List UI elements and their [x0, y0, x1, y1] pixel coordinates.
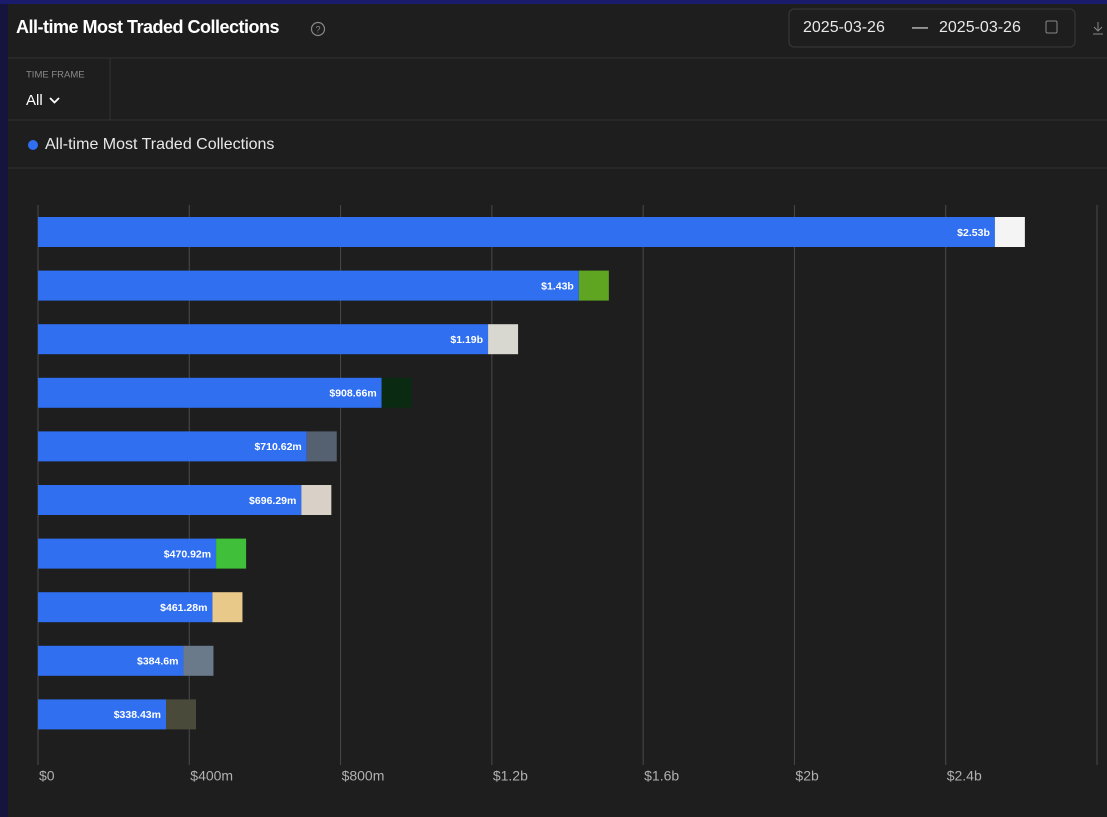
page-title: All-time Most Traded Collections: [16, 17, 280, 37]
x-tick-label: $1.6b: [644, 768, 679, 784]
panel: [8, 4, 1107, 817]
value-label: $696.29m: [249, 495, 296, 507]
x-tick-label: $2b: [795, 768, 819, 784]
bar: [38, 485, 302, 515]
chart: $0 $400m $800m $1.2b $1.6b $2b $2.4b All-time M…: [28, 136, 1098, 784]
time-frame-label: TIME FRAME: [26, 70, 85, 81]
bar: [38, 217, 995, 247]
collection-icon: [183, 645, 214, 676]
date-start: 2025-03-26: [803, 19, 885, 36]
bar: [38, 538, 217, 569]
help-icon-mark: ?: [315, 24, 320, 34]
collection-icon: [165, 699, 196, 730]
date-range-box[interactable]: [788, 8, 1076, 48]
collection-icon: [212, 592, 243, 623]
chevron-icon: [49, 97, 60, 104]
x-tick-label: $1.2b: [493, 768, 528, 784]
collection-icon: [994, 217, 1025, 247]
legend-label: All-time Most Traded Collections: [45, 136, 274, 153]
value-label: $384.6m: [137, 656, 178, 668]
calendar-icon: [1045, 20, 1058, 34]
collection-icon: [578, 270, 609, 301]
top-strip: [0, 0, 1107, 4]
date-separator: —: [912, 19, 928, 36]
value-label: $338.43m: [114, 709, 161, 721]
collection-icon: [301, 485, 332, 515]
value-label: $461.28m: [160, 602, 207, 614]
date-end: 2025-03-26: [939, 19, 1021, 36]
bar: [38, 645, 184, 676]
help-icon[interactable]: [310, 21, 326, 37]
bar: [38, 431, 307, 462]
x-tick-label: $2.4b: [947, 768, 982, 784]
collection-icon: [306, 431, 337, 462]
x-tick-label: $800m: [342, 768, 385, 784]
legend-swatch: [28, 140, 38, 150]
value-label: $2.53b: [957, 227, 990, 239]
download-icon[interactable]: [1093, 22, 1103, 35]
x-tick-label: $400m: [190, 768, 233, 784]
collection-icon: [381, 377, 412, 408]
collection-icon: [488, 324, 519, 355]
bar: [38, 324, 489, 355]
value-label: $908.66m: [329, 388, 376, 400]
bar: [38, 592, 213, 623]
bar: [38, 699, 166, 730]
bar: [38, 377, 382, 408]
x-tick-label: $0: [39, 768, 55, 784]
value-label: $1.43b: [541, 280, 574, 292]
bar: [38, 270, 579, 301]
value-label: $1.19b: [450, 334, 483, 346]
value-label: $470.92m: [164, 548, 211, 560]
collection-icon: [216, 538, 247, 569]
time-frame-value[interactable]: All: [26, 92, 43, 109]
value-label: $710.62m: [254, 441, 301, 453]
